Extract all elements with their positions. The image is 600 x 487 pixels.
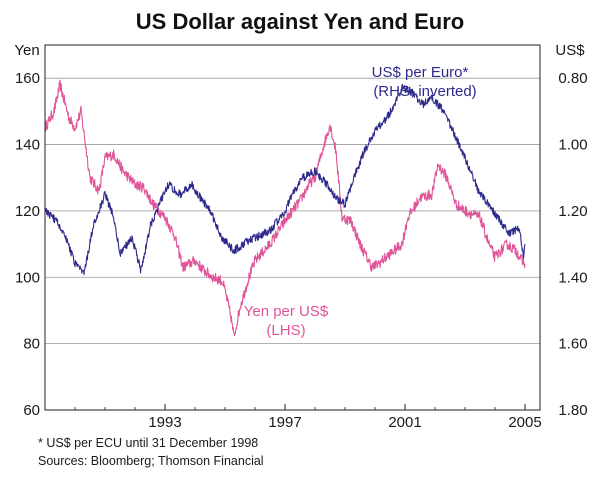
yen-series-label: Yen per US$ bbox=[244, 303, 329, 320]
chart-title: US Dollar against Yen and Euro bbox=[136, 9, 464, 34]
x-tick-label-1997: 1997 bbox=[268, 414, 301, 431]
right-tick-label-1.40: 1.40 bbox=[558, 269, 587, 286]
right-tick-label-1.20: 1.20 bbox=[558, 203, 587, 220]
left-tick-label-60: 60 bbox=[23, 402, 40, 419]
x-tick-label-2001: 2001 bbox=[388, 414, 421, 431]
right-tick-label-0.80: 0.80 bbox=[558, 70, 587, 87]
gridlines bbox=[45, 77, 540, 345]
x-tick-label-1993: 1993 bbox=[148, 414, 181, 431]
right-tick-label-1.00: 1.00 bbox=[558, 137, 587, 154]
plot-frame bbox=[44, 44, 541, 411]
left-tick-label-80: 80 bbox=[23, 336, 40, 353]
left-tick-label-140: 140 bbox=[15, 137, 40, 154]
yen-series-sublabel: (LHS) bbox=[266, 322, 305, 339]
x-tick-label-2005: 2005 bbox=[508, 414, 541, 431]
right-tick-label-1.80: 1.80 bbox=[558, 402, 587, 419]
euro-series-sublabel: (RHS, inverted) bbox=[373, 83, 476, 100]
left-tick-label-160: 160 bbox=[15, 70, 40, 87]
euro-series-label: US$ per Euro* bbox=[372, 64, 469, 81]
footnote-sources: Sources: Bloomberg; Thomson Financial bbox=[38, 454, 264, 468]
left-tick-label-100: 100 bbox=[15, 269, 40, 286]
series-group bbox=[44, 79, 526, 336]
right-axis-unit: US$ bbox=[555, 42, 585, 59]
left-axis-unit: Yen bbox=[14, 42, 39, 59]
left-tick-label-120: 120 bbox=[15, 203, 40, 220]
footnote-ecu: * US$ per ECU until 31 December 1998 bbox=[38, 436, 258, 450]
right-tick-label-1.60: 1.60 bbox=[558, 336, 587, 353]
yen-per-usd-line bbox=[44, 79, 526, 336]
axis-ticks: 60 80 100 120 140 160 0.80 1.00 1.20 1.40 1.60 1.80… bbox=[15, 70, 588, 431]
usd-per-euro-line bbox=[44, 83, 526, 276]
